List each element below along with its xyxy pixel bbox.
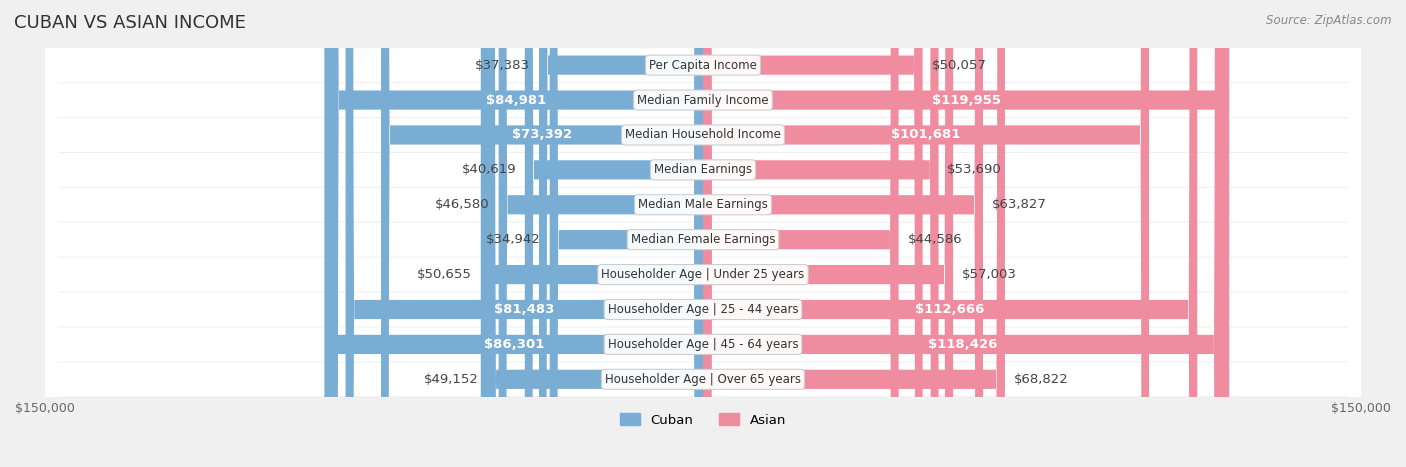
FancyBboxPatch shape	[703, 0, 1229, 467]
FancyBboxPatch shape	[524, 0, 703, 467]
FancyBboxPatch shape	[45, 0, 1361, 467]
Text: $37,383: $37,383	[475, 59, 530, 71]
Text: $49,152: $49,152	[423, 373, 478, 386]
Text: $112,666: $112,666	[915, 303, 984, 316]
FancyBboxPatch shape	[45, 0, 1361, 467]
FancyBboxPatch shape	[330, 0, 703, 467]
FancyBboxPatch shape	[703, 0, 953, 467]
Text: Median Female Earnings: Median Female Earnings	[631, 233, 775, 246]
FancyBboxPatch shape	[703, 0, 1005, 467]
FancyBboxPatch shape	[45, 0, 1361, 467]
Text: Median Male Earnings: Median Male Earnings	[638, 198, 768, 211]
FancyBboxPatch shape	[45, 0, 1361, 467]
FancyBboxPatch shape	[481, 0, 703, 467]
Text: $63,827: $63,827	[991, 198, 1046, 211]
Text: $81,483: $81,483	[494, 303, 554, 316]
Text: Householder Age | 45 - 64 years: Householder Age | 45 - 64 years	[607, 338, 799, 351]
FancyBboxPatch shape	[45, 0, 1361, 467]
FancyBboxPatch shape	[381, 0, 703, 467]
FancyBboxPatch shape	[703, 0, 898, 467]
Text: $57,003: $57,003	[962, 268, 1017, 281]
FancyBboxPatch shape	[488, 0, 703, 467]
Text: $34,942: $34,942	[486, 233, 541, 246]
Text: $73,392: $73,392	[512, 128, 572, 142]
Text: Householder Age | Over 65 years: Householder Age | Over 65 years	[605, 373, 801, 386]
Text: $84,981: $84,981	[486, 93, 547, 106]
Text: $44,586: $44,586	[907, 233, 962, 246]
Text: Per Capita Income: Per Capita Income	[650, 59, 756, 71]
FancyBboxPatch shape	[703, 0, 1223, 467]
Text: $101,681: $101,681	[891, 128, 960, 142]
Text: $118,426: $118,426	[928, 338, 997, 351]
FancyBboxPatch shape	[346, 0, 703, 467]
FancyBboxPatch shape	[499, 0, 703, 467]
Text: Householder Age | Under 25 years: Householder Age | Under 25 years	[602, 268, 804, 281]
FancyBboxPatch shape	[45, 0, 1361, 467]
Text: $53,690: $53,690	[948, 163, 1002, 177]
Text: $68,822: $68,822	[1014, 373, 1069, 386]
FancyBboxPatch shape	[703, 0, 1149, 467]
FancyBboxPatch shape	[703, 0, 983, 467]
FancyBboxPatch shape	[45, 0, 1361, 467]
Text: Median Earnings: Median Earnings	[654, 163, 752, 177]
Text: $46,580: $46,580	[436, 198, 489, 211]
Text: $50,057: $50,057	[931, 59, 986, 71]
FancyBboxPatch shape	[703, 0, 922, 467]
FancyBboxPatch shape	[325, 0, 703, 467]
Text: Median Household Income: Median Household Income	[626, 128, 780, 142]
FancyBboxPatch shape	[45, 0, 1361, 467]
Text: $119,955: $119,955	[932, 93, 1001, 106]
FancyBboxPatch shape	[538, 0, 703, 467]
FancyBboxPatch shape	[45, 0, 1361, 467]
Text: CUBAN VS ASIAN INCOME: CUBAN VS ASIAN INCOME	[14, 14, 246, 32]
Text: $86,301: $86,301	[484, 338, 544, 351]
Text: Median Family Income: Median Family Income	[637, 93, 769, 106]
Text: $50,655: $50,655	[418, 268, 472, 281]
Legend: Cuban, Asian: Cuban, Asian	[614, 408, 792, 432]
FancyBboxPatch shape	[703, 0, 939, 467]
FancyBboxPatch shape	[703, 0, 1198, 467]
FancyBboxPatch shape	[45, 0, 1361, 467]
Text: Source: ZipAtlas.com: Source: ZipAtlas.com	[1267, 14, 1392, 27]
Text: $40,619: $40,619	[461, 163, 516, 177]
FancyBboxPatch shape	[550, 0, 703, 467]
Text: Householder Age | 25 - 44 years: Householder Age | 25 - 44 years	[607, 303, 799, 316]
